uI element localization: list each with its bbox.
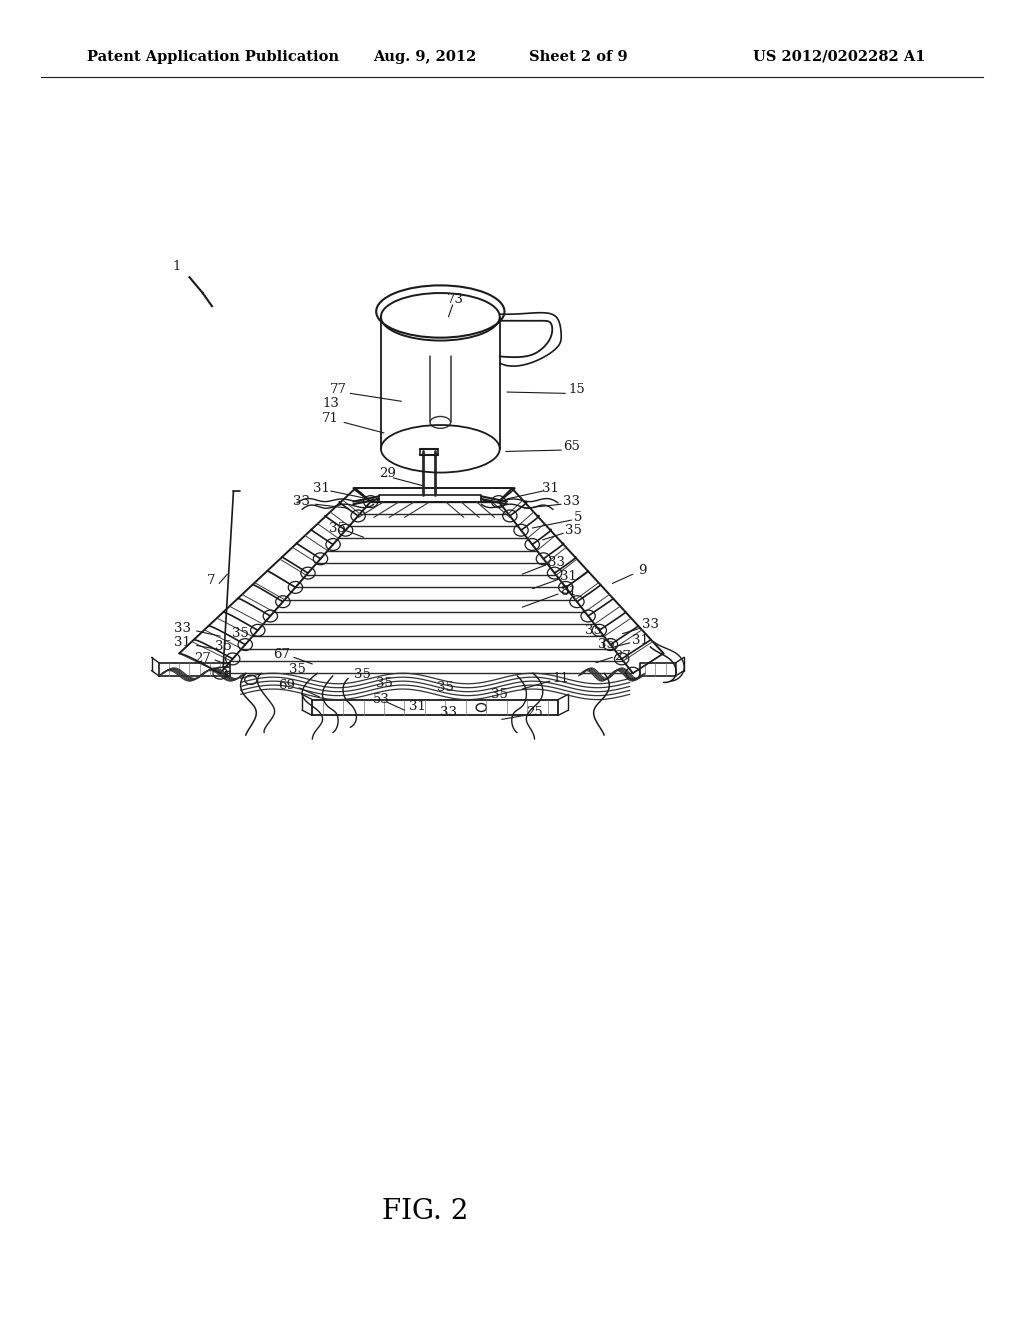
Text: 33: 33 (548, 556, 564, 569)
Text: 35: 35 (586, 624, 602, 638)
Text: 69: 69 (279, 678, 295, 692)
Text: 13: 13 (323, 397, 339, 411)
Text: 53: 53 (373, 693, 389, 706)
Text: Aug. 9, 2012: Aug. 9, 2012 (374, 50, 476, 63)
Text: 7: 7 (207, 574, 215, 587)
Text: 33: 33 (563, 495, 580, 508)
Text: 35: 35 (330, 521, 346, 535)
Text: 35: 35 (376, 677, 392, 690)
Text: 81: 81 (560, 585, 577, 598)
Text: 31: 31 (174, 636, 190, 649)
Text: 35: 35 (492, 688, 508, 701)
Text: 65: 65 (563, 440, 580, 453)
Text: 73: 73 (447, 293, 464, 306)
Text: Sheet 2 of 9: Sheet 2 of 9 (529, 50, 628, 63)
Text: 9: 9 (638, 564, 646, 577)
Text: 11: 11 (553, 672, 569, 685)
Text: US 2012/0202282 A1: US 2012/0202282 A1 (754, 50, 926, 63)
Text: 35: 35 (289, 663, 305, 676)
Text: 67: 67 (273, 648, 290, 661)
Text: 31: 31 (313, 482, 330, 495)
Text: 71: 71 (323, 412, 339, 425)
Text: 33: 33 (440, 706, 457, 719)
Text: 29: 29 (379, 467, 395, 480)
Text: 15: 15 (568, 383, 585, 396)
Text: 33: 33 (174, 622, 190, 635)
Text: 1: 1 (172, 260, 180, 273)
Text: 35: 35 (232, 627, 249, 640)
Text: 31: 31 (543, 482, 559, 495)
Text: 33: 33 (293, 495, 309, 508)
Text: Patent Application Publication: Patent Application Publication (87, 50, 339, 63)
Text: 35: 35 (598, 638, 614, 651)
Text: 31: 31 (632, 634, 648, 647)
Text: 5: 5 (574, 511, 583, 524)
Text: 31: 31 (410, 700, 426, 713)
Text: 31: 31 (560, 570, 577, 583)
Text: 25: 25 (526, 706, 543, 719)
Text: 33: 33 (642, 618, 658, 631)
Text: 27: 27 (614, 649, 631, 663)
Text: 35: 35 (565, 524, 582, 537)
Text: FIG. 2: FIG. 2 (382, 1199, 468, 1225)
Text: 35: 35 (354, 668, 371, 681)
Text: 27: 27 (195, 652, 211, 665)
Text: 35: 35 (215, 640, 231, 653)
Text: 77: 77 (330, 383, 346, 396)
Text: 35: 35 (437, 681, 454, 694)
